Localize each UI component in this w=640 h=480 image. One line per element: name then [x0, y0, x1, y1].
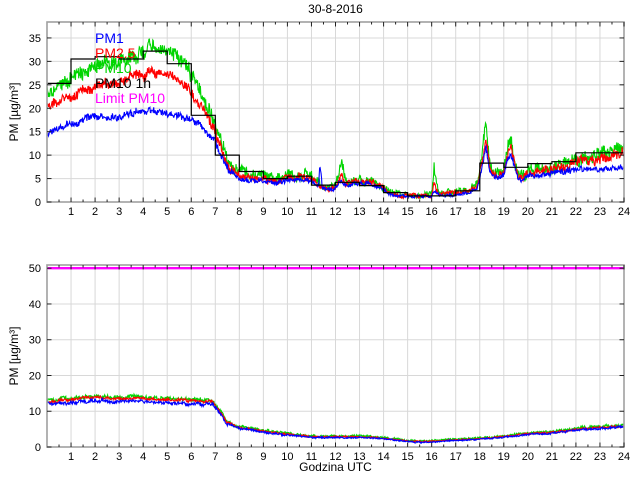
x-tick-label: 24: [618, 206, 630, 218]
x-tick-label: 18: [474, 206, 486, 218]
x-tick-label: 15: [402, 451, 414, 463]
x-tick-label: 14: [377, 451, 389, 463]
x-tick-label: 24: [618, 451, 630, 463]
x-tick-label: 10: [281, 206, 293, 218]
x-tick-label: 12: [329, 451, 341, 463]
x-tick-label: 23: [594, 451, 606, 463]
x-tick-label: 10: [281, 451, 293, 463]
x-tick-label: 21: [546, 451, 558, 463]
x-tick-label: 16: [426, 451, 438, 463]
y-tick-label: 5: [35, 174, 41, 186]
x-tick-label: 8: [236, 206, 242, 218]
y-tick-label: 20: [29, 103, 41, 115]
x-tick-label: 19: [498, 451, 510, 463]
y-tick-label: 30: [29, 56, 41, 68]
x-tick-label: 8: [236, 451, 242, 463]
x-tick-label: 17: [450, 451, 462, 463]
y-tick-label: 40: [29, 299, 41, 311]
y-tick-label: 15: [29, 127, 41, 139]
y-axis-label-top: PM [µg/m³]: [7, 82, 21, 142]
x-tick-label: 13: [353, 206, 365, 218]
x-tick-label: 7: [212, 451, 218, 463]
x-tick-label: 11: [306, 451, 317, 463]
y-axis-label-bottom: PM [µg/m³]: [7, 326, 21, 386]
y-tick-label: 20: [29, 370, 41, 382]
x-tick-label: 15: [402, 206, 414, 218]
x-tick-label: 3: [116, 206, 122, 218]
series-PM1: [47, 396, 624, 444]
x-tick-label: 18: [474, 451, 486, 463]
legend-item-pm10: PM10: [95, 60, 132, 76]
x-tick-label: 7: [212, 206, 218, 218]
x-tick-label: 13: [353, 451, 365, 463]
x-tick-label: 21: [546, 206, 558, 218]
x-tick-label: 6: [188, 206, 194, 218]
y-tick-label: 10: [29, 150, 41, 162]
x-tick-label: 20: [522, 451, 534, 463]
x-tick-label: 11: [306, 206, 317, 218]
x-tick-label: 4: [140, 451, 146, 463]
legend-item-limit-pm10: Limit PM10: [95, 90, 166, 106]
x-tick-label: 22: [570, 206, 582, 218]
series-PM1: [47, 105, 624, 200]
legend: PM1 PM2.5 PM10 PM10 1h Limit PM10: [95, 31, 165, 106]
series-PM10-1h: [47, 50, 624, 197]
y-tick-label: 30: [29, 335, 41, 347]
legend-item-pm1: PM1: [95, 30, 124, 46]
x-tick-label: 9: [260, 451, 266, 463]
x-axis-label: Godzina UTC: [299, 460, 372, 474]
bottom-chart: 1 2 3 4 5 6 7 8 9 10 11 12 13 14 15 16 17 18 19 20 21 22 23 240…: [29, 263, 630, 463]
x-tick-label: 12: [329, 206, 341, 218]
x-tick-label: 3: [116, 451, 122, 463]
x-tick-label: 4: [140, 206, 146, 218]
x-tick-label: 5: [164, 451, 170, 463]
y-tick-label: 0: [35, 442, 41, 454]
x-tick-label: 20: [522, 206, 534, 218]
legend-item-pm10-1h: PM10 1h: [95, 75, 152, 91]
y-tick-label: 35: [29, 33, 41, 45]
y-tick-label: 50: [29, 263, 41, 275]
x-tick-label: 14: [377, 206, 389, 218]
y-tick-label: 0: [35, 197, 41, 209]
x-tick-label: 2: [92, 206, 98, 218]
x-tick-label: 17: [450, 206, 462, 218]
x-tick-label: 19: [498, 206, 510, 218]
x-tick-label: 23: [594, 206, 606, 218]
x-tick-label: 22: [570, 451, 582, 463]
y-tick-label: 10: [29, 406, 41, 418]
x-tick-label: 16: [426, 206, 438, 218]
x-tick-label: 1: [68, 451, 74, 463]
x-tick-label: 2: [92, 451, 98, 463]
top-chart: 1 2 3 4 5 6 7 8 9 10 11 12 13 14 15 16 17 18 19 20 21 22 23 240…: [29, 21, 630, 218]
x-tick-label: 6: [188, 451, 194, 463]
x-tick-label: 1: [68, 206, 74, 218]
x-tick-label: 5: [164, 206, 170, 218]
legend-item-pm2-5: PM2.5: [95, 45, 136, 61]
x-tick-label: 9: [260, 206, 266, 218]
chart-title: 30-8-2016: [308, 2, 363, 16]
y-tick-label: 25: [29, 80, 41, 92]
